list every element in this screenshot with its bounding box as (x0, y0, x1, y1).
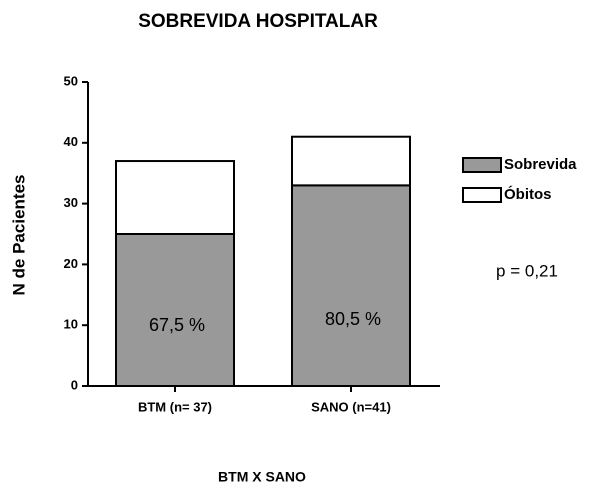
p-value: p = 0,21 (496, 261, 558, 280)
bar-segment (291, 135, 411, 187)
y-tick-label: 20 (64, 256, 78, 271)
chart-title: SOBREVIDA HOSPITALAR (138, 11, 378, 32)
bar-segment (291, 184, 411, 387)
y-tick-label: 40 (64, 134, 78, 149)
bar-segment (115, 160, 235, 235)
x-axis-label: BTM X SANO (218, 469, 306, 485)
x-tick-label: SANO (n=41) (311, 399, 391, 414)
legend-label: Sobrevida (504, 156, 577, 173)
bar-annotation: 80,5 % (325, 309, 381, 329)
legend-swatch (462, 187, 502, 203)
legend-label: Óbitos (504, 185, 552, 203)
x-tick-label: BTM (n= 37) (138, 399, 212, 414)
y-tick-label: 0 (71, 377, 78, 392)
y-tick-label: 10 (64, 317, 78, 332)
y-axis-label: N de Pacientes (9, 175, 28, 296)
y-tick-label: 50 (64, 73, 78, 88)
y-tick-label: 30 (64, 195, 78, 210)
bar-segment (115, 233, 235, 387)
bar-annotation: 67,5 % (149, 315, 205, 335)
legend-swatch (462, 157, 502, 173)
